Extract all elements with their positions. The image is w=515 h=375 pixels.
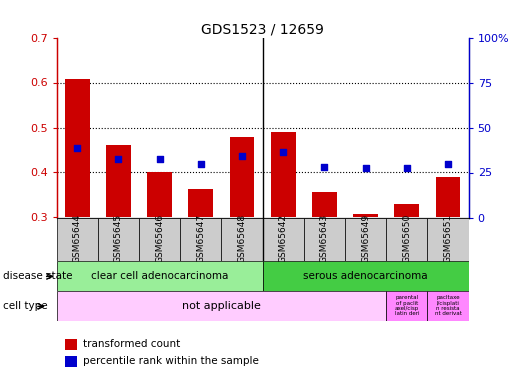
Bar — [263, 261, 469, 291]
Title: GDS1523 / 12659: GDS1523 / 12659 — [201, 22, 324, 36]
Bar — [394, 204, 419, 218]
Point — [279, 149, 287, 155]
Text: clear cell adenocarcinoma: clear cell adenocarcinoma — [91, 271, 228, 280]
Point — [156, 156, 164, 162]
Bar — [271, 132, 296, 218]
Bar — [65, 339, 77, 350]
Bar — [427, 291, 469, 321]
Point — [114, 156, 123, 162]
Bar — [436, 177, 460, 218]
Bar — [221, 217, 263, 261]
Bar — [427, 217, 469, 261]
Bar — [345, 217, 386, 261]
Bar — [65, 80, 90, 218]
Bar — [98, 217, 139, 261]
Text: disease state: disease state — [3, 272, 72, 281]
Bar — [106, 145, 131, 218]
Bar — [139, 217, 180, 261]
Point — [444, 160, 452, 166]
Bar — [386, 291, 427, 321]
Text: percentile rank within the sample: percentile rank within the sample — [83, 357, 260, 366]
Bar — [57, 217, 98, 261]
Bar — [304, 217, 345, 261]
Text: GSM65643: GSM65643 — [320, 214, 329, 263]
Bar — [147, 172, 172, 217]
Text: GSM65642: GSM65642 — [279, 214, 288, 263]
Point — [362, 165, 370, 171]
Bar — [188, 189, 213, 217]
Bar — [263, 217, 304, 261]
Text: cell type: cell type — [3, 302, 47, 311]
Text: GSM65649: GSM65649 — [361, 214, 370, 263]
Bar — [65, 356, 77, 367]
Text: GSM65644: GSM65644 — [73, 214, 82, 263]
Bar — [57, 291, 386, 321]
Bar — [230, 136, 254, 218]
Bar — [57, 261, 263, 291]
Text: not applicable: not applicable — [182, 301, 261, 310]
Bar — [180, 217, 221, 261]
Bar — [353, 214, 378, 217]
Point — [320, 164, 329, 170]
Text: pacltaxe
l/cisplati
n resista
nt derivat: pacltaxe l/cisplati n resista nt derivat — [435, 296, 461, 316]
Point — [197, 160, 205, 166]
Bar — [386, 217, 427, 261]
Point — [73, 145, 81, 151]
Text: transformed count: transformed count — [83, 339, 181, 349]
Text: GSM65651: GSM65651 — [443, 214, 453, 263]
Bar — [312, 192, 337, 217]
Text: GSM65647: GSM65647 — [196, 214, 205, 263]
Text: serous adenocarcinoma: serous adenocarcinoma — [303, 271, 428, 280]
Text: parental
of paclit
axel/cisp
latin deri: parental of paclit axel/cisp latin deri — [394, 296, 419, 316]
Text: GSM65650: GSM65650 — [402, 214, 411, 263]
Text: GSM65645: GSM65645 — [114, 214, 123, 263]
Text: GSM65648: GSM65648 — [237, 214, 247, 263]
Text: GSM65646: GSM65646 — [155, 214, 164, 263]
Point — [403, 165, 411, 171]
Point — [238, 153, 246, 159]
